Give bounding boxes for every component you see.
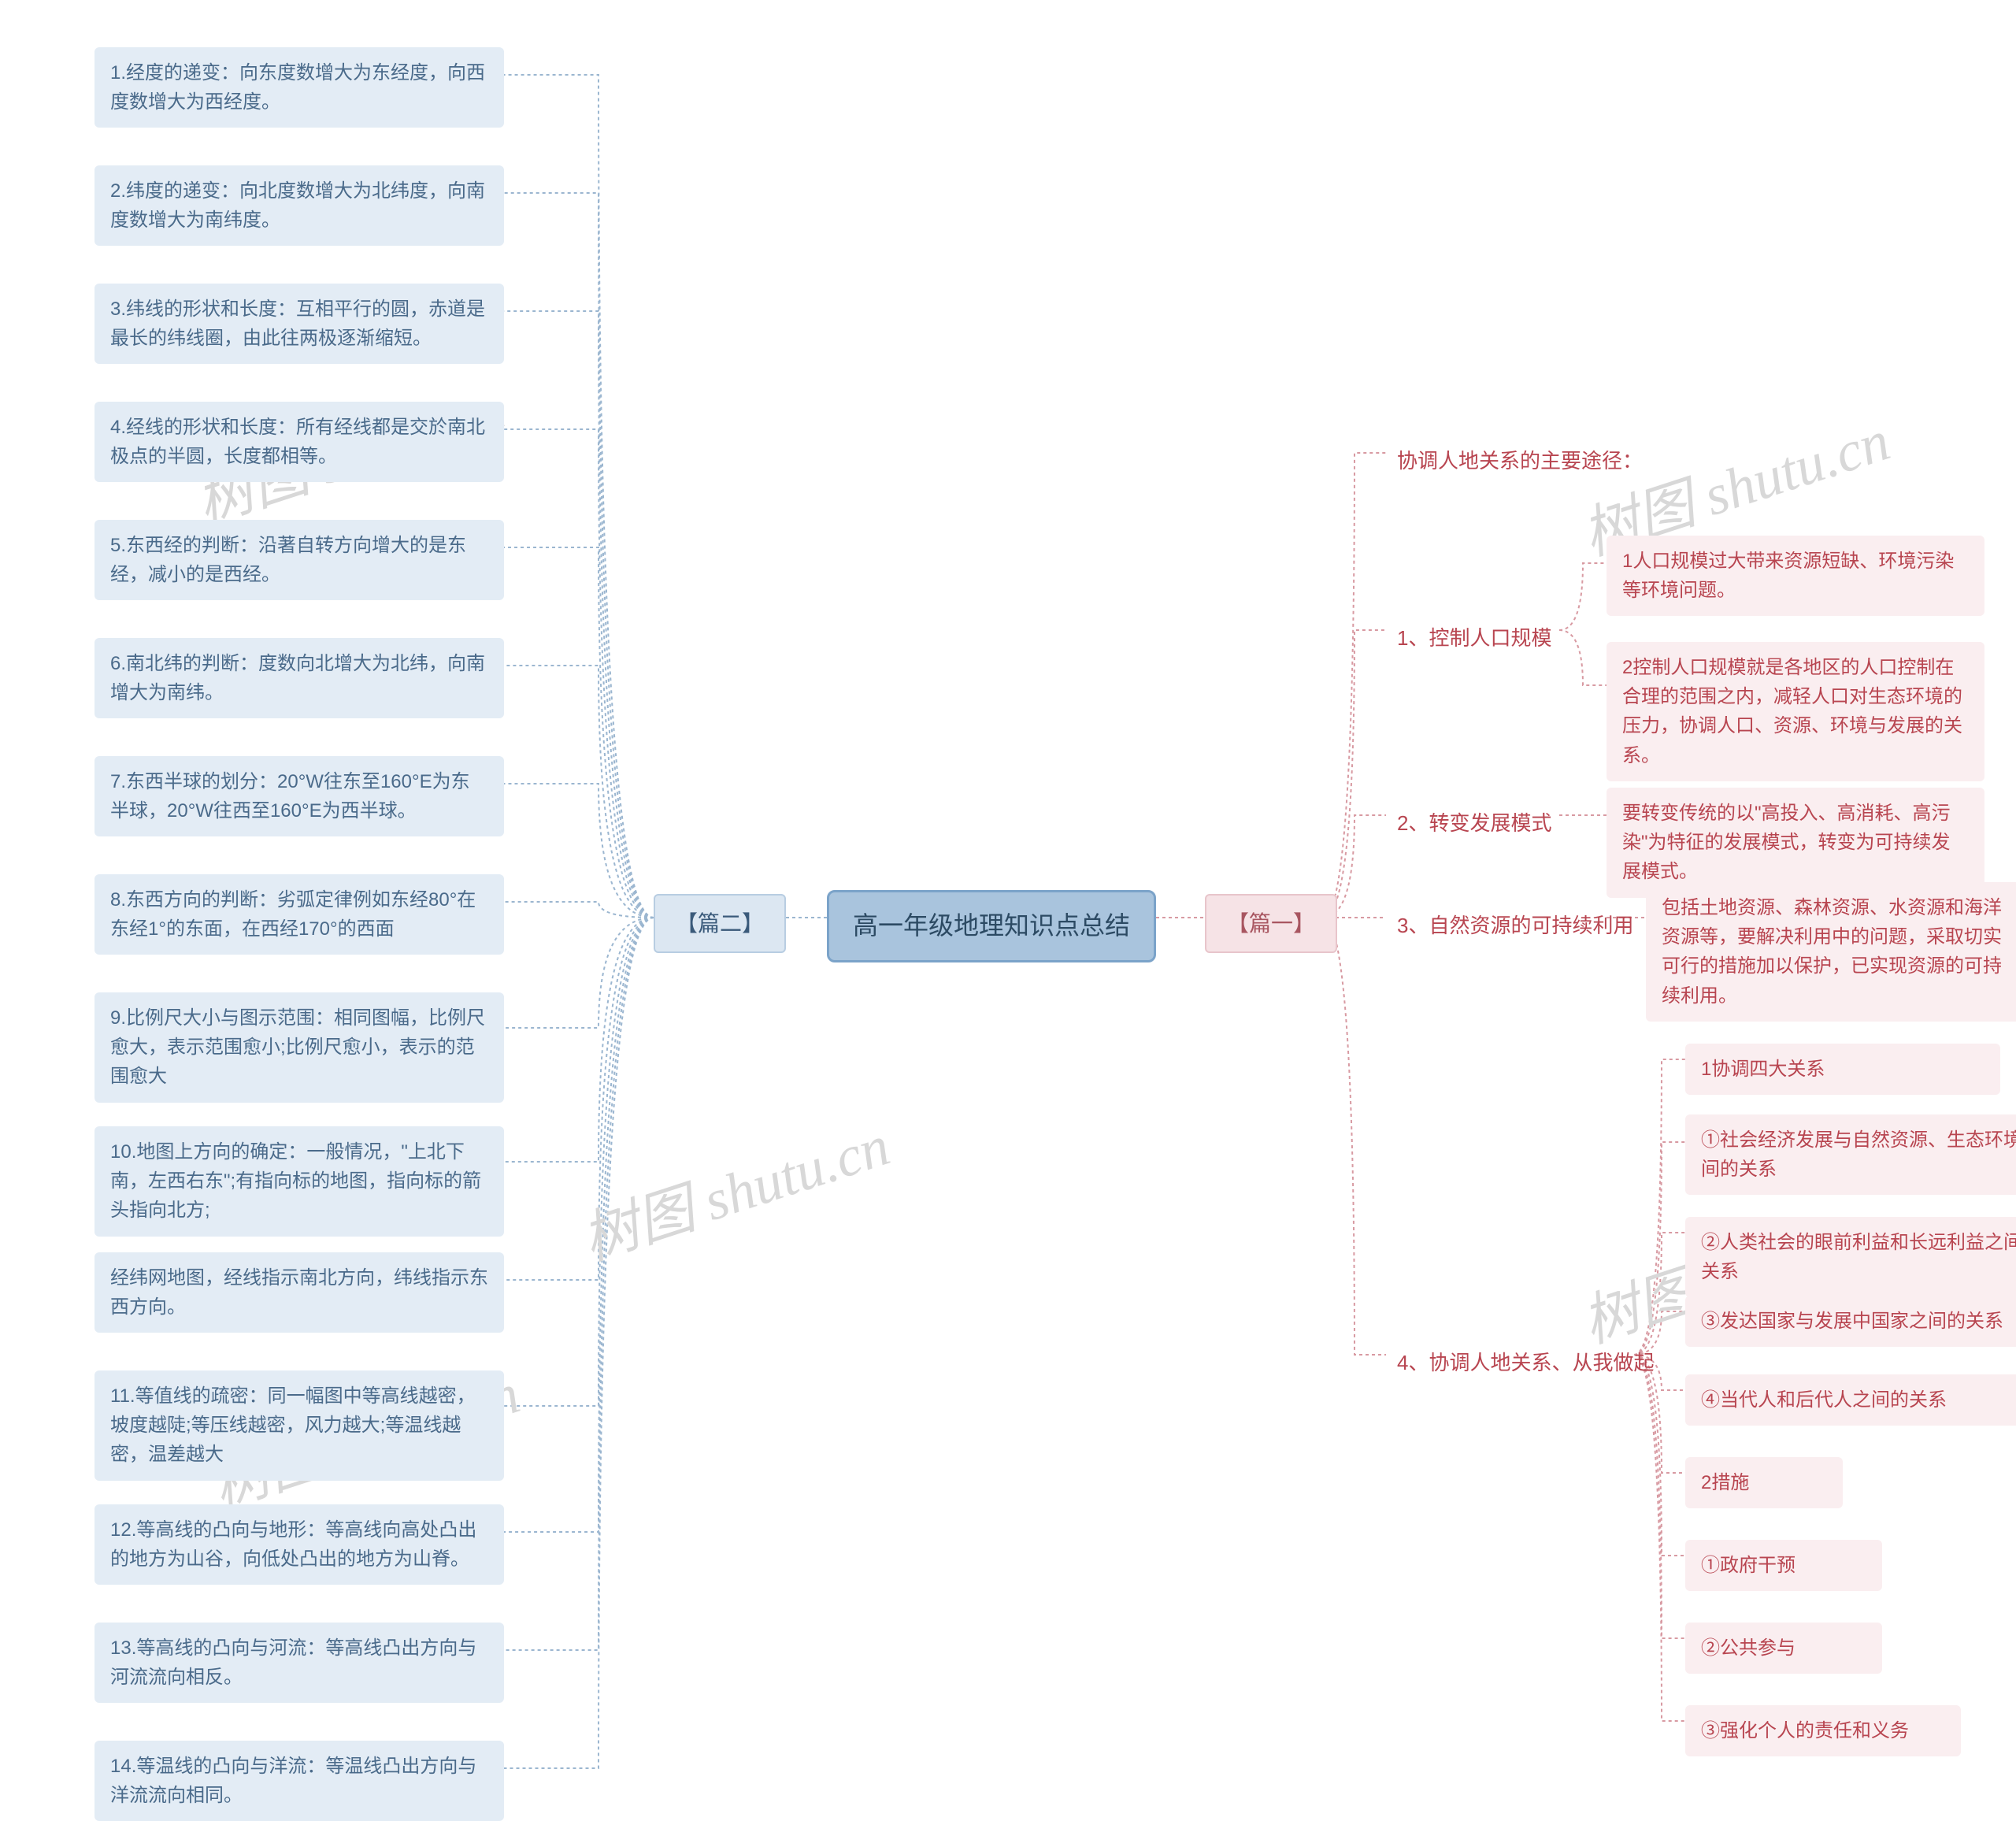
left-item[interactable]: 8.东西方向的判断：劣弧定律例如东经80°在东经1°的东面，在西经170°的西面 bbox=[94, 874, 504, 955]
branch-pian2[interactable]: 【篇二】 bbox=[654, 894, 786, 953]
right-s4-item[interactable]: ②公共参与 bbox=[1685, 1623, 1882, 1674]
right-head[interactable]: 协调人地关系的主要途径： bbox=[1386, 437, 1654, 484]
left-item[interactable]: 11.等值线的疏密：同一幅图中等高线越密，坡度越陡;等压线越密，风力越大;等温线… bbox=[94, 1370, 504, 1481]
right-s2-item[interactable]: 要转变传统的以"高投入、高消耗、高污染"为特征的发展模式，转变为可持续发展模式。 bbox=[1606, 788, 1984, 898]
branch-pian1[interactable]: 【篇一】 bbox=[1205, 894, 1337, 953]
right-s4-item[interactable]: ②人类社会的眼前利益和长远利益之间的关系 bbox=[1685, 1217, 2016, 1297]
right-s4-item[interactable]: ③强化个人的责任和义务 bbox=[1685, 1705, 1961, 1756]
left-item[interactable]: 经纬网地图，经线指示南北方向，纬线指示东西方向。 bbox=[94, 1252, 504, 1333]
right-s3-item[interactable]: 包括土地资源、森林资源、水资源和海洋资源等，要解决利用中的问题，采取切实可行的措… bbox=[1646, 882, 2016, 1022]
left-item[interactable]: 9.比例尺大小与图示范围：相同图幅，比例尺愈大，表示范围愈小;比例尺愈小，表示的… bbox=[94, 992, 504, 1103]
right-s3-title[interactable]: 3、自然资源的可持续利用 bbox=[1386, 902, 1644, 949]
left-item[interactable]: 2.纬度的递变：向北度数增大为北纬度，向南度数增大为南纬度。 bbox=[94, 165, 504, 246]
right-s1-item[interactable]: 2控制人口规模就是各地区的人口控制在合理的范围之内，减轻人口对生态环境的压力，协… bbox=[1606, 642, 1984, 781]
left-item[interactable]: 13.等高线的凸向与河流：等高线凸出方向与河流流向相反。 bbox=[94, 1623, 504, 1703]
right-s4-item[interactable]: 1协调四大关系 bbox=[1685, 1044, 2000, 1095]
left-item[interactable]: 6.南北纬的判断：度数向北增大为北纬，向南增大为南纬。 bbox=[94, 638, 504, 718]
left-item[interactable]: 3.纬线的形状和长度：互相平行的圆，赤道是最长的纬线圈，由此往两极逐渐缩短。 bbox=[94, 284, 504, 364]
left-item[interactable]: 5.东西经的判断：沿著自转方向增大的是东经，减小的是西经。 bbox=[94, 520, 504, 600]
left-item[interactable]: 14.等温线的凸向与洋流：等温线凸出方向与洋流流向相同。 bbox=[94, 1741, 504, 1821]
right-s4-title[interactable]: 4、协调人地关系、从我做起 bbox=[1386, 1339, 1665, 1386]
right-s1-title[interactable]: 1、控制人口规模 bbox=[1386, 614, 1562, 662]
right-s4-item[interactable]: ①政府干预 bbox=[1685, 1540, 1882, 1591]
right-s1-item[interactable]: 1人口规模过大带来资源短缺、环境污染等环境问题。 bbox=[1606, 536, 1984, 616]
left-item[interactable]: 1.经度的递变：向东度数增大为东经度，向西度数增大为西经度。 bbox=[94, 47, 504, 128]
mindmap-canvas: 树图 shutu.cn 树图 shutu.cn 树图 shutu.cn 树图 s… bbox=[0, 0, 2016, 1811]
left-item[interactable]: 10.地图上方向的确定：一般情况，"上北下南，左西右东";有指向标的地图，指向标… bbox=[94, 1126, 504, 1237]
right-s4-item[interactable]: ③发达国家与发展中国家之间的关系 bbox=[1685, 1296, 2016, 1347]
right-s2-title[interactable]: 2、转变发展模式 bbox=[1386, 799, 1562, 847]
left-item[interactable]: 4.经线的形状和长度：所有经线都是交於南北极点的半圆，长度都相等。 bbox=[94, 402, 504, 482]
watermark: 树图 shutu.cn bbox=[570, 1099, 899, 1276]
right-s4-item[interactable]: ①社会经济发展与自然资源、生态环境之间的关系 bbox=[1685, 1114, 2016, 1195]
right-s4-item[interactable]: 2措施 bbox=[1685, 1457, 1843, 1508]
center-node[interactable]: 高一年级地理知识点总结 bbox=[827, 890, 1156, 962]
left-item[interactable]: 7.东西半球的划分：20°W往东至160°E为东半球，20°W往西至160°E为… bbox=[94, 756, 504, 836]
right-s4-item[interactable]: ④当代人和后代人之间的关系 bbox=[1685, 1374, 2016, 1426]
left-item[interactable]: 12.等高线的凸向与地形：等高线向高处凸出的地方为山谷，向低处凸出的地方为山脊。 bbox=[94, 1504, 504, 1585]
